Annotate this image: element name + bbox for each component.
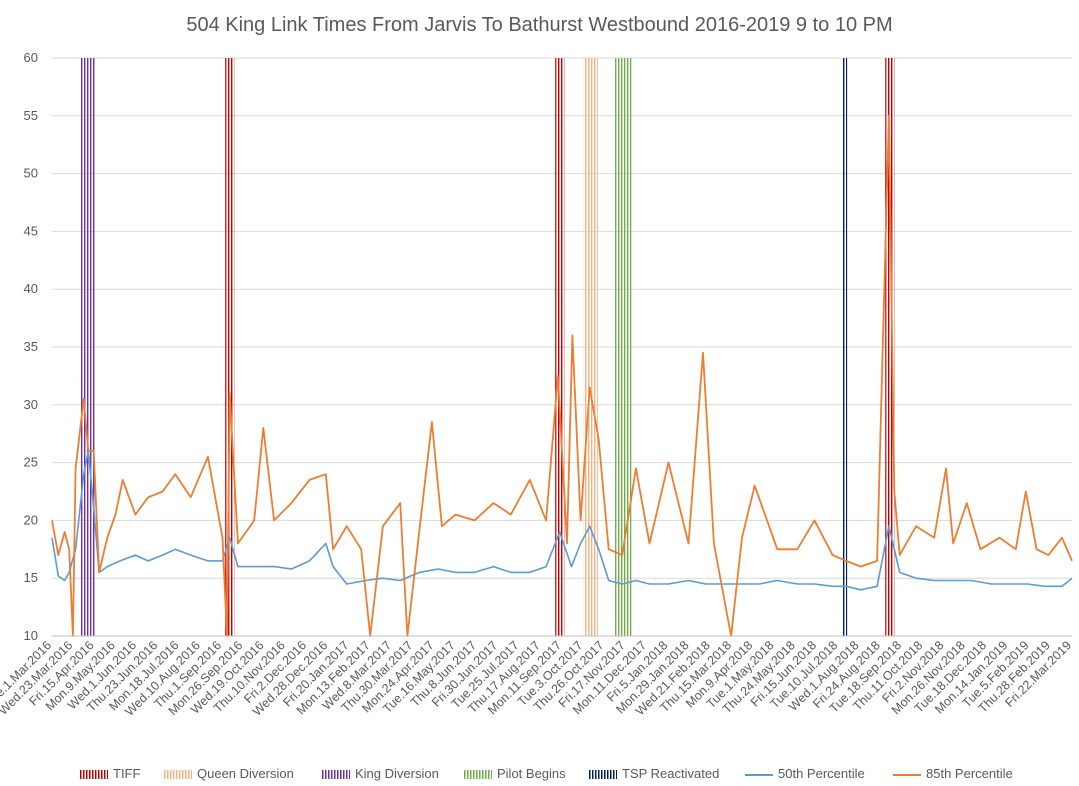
legend-item-85th-percentile[interactable]: 85th Percentile	[893, 766, 1013, 781]
50th-percentile-swatch	[745, 773, 773, 776]
king-diversion-swatch	[322, 770, 350, 780]
y-tick-label: 15	[24, 570, 38, 585]
legend-item-50th-percentile[interactable]: 50th Percentile	[745, 766, 865, 781]
y-tick-label: 55	[24, 108, 38, 123]
legend-label-85th-percentile: 85th Percentile	[926, 766, 1013, 781]
legend-item-queen-diversion[interactable]: Queen Diversion	[164, 766, 294, 781]
axis-layer: 1015202530354045505560Tue.1.Mar.2016Wed.…	[0, 50, 1074, 719]
pilot-begins-swatch	[464, 770, 492, 780]
legend-label-tsp-reactivated: TSP Reactivated	[622, 766, 720, 781]
y-tick-label: 20	[24, 512, 38, 527]
y-tick-label: 30	[24, 397, 38, 412]
queen-diversion-swatch	[164, 770, 192, 780]
legend-item-tsp-reactivated[interactable]: TSP Reactivated	[589, 766, 719, 781]
event-band-queen-diversion	[583, 58, 598, 636]
event-band-tiff	[885, 58, 895, 636]
line-chart: 1015202530354045505560Tue.1.Mar.2016Wed.…	[0, 50, 1074, 719]
event-band-tiff	[555, 58, 565, 636]
series-layer	[51, 114, 1073, 637]
y-tick-label: 50	[24, 166, 38, 181]
legend-item-tiff[interactable]: TIFF	[80, 766, 140, 781]
legend-label-50th-percentile: 50th Percentile	[778, 766, 865, 781]
event-band-pilot-begins	[615, 58, 632, 636]
legend-label-pilot-begins: Pilot Begins	[497, 766, 566, 781]
series-line-85th-percentile	[51, 114, 1073, 637]
y-tick-label: 10	[24, 628, 38, 643]
y-tick-label: 45	[24, 223, 38, 238]
y-tick-label: 35	[24, 339, 38, 354]
legend-label-queen-diversion: Queen Diversion	[197, 766, 294, 781]
legend-label-king-diversion: King Diversion	[355, 766, 439, 781]
chart-title: 504 King Link Times From Jarvis To Bathu…	[186, 14, 893, 36]
event-band-tiff	[225, 58, 235, 636]
event-band-tsp-reactivated	[841, 58, 848, 636]
series-line-50th-percentile	[51, 450, 1073, 591]
legend-item-pilot-begins[interactable]: Pilot Begins	[464, 766, 566, 781]
event-band-king-diversion	[80, 58, 96, 636]
y-tick-label: 40	[24, 281, 38, 296]
y-tick-label: 60	[24, 50, 38, 65]
tiff-swatch	[80, 770, 108, 780]
tsp-reactivated-swatch	[589, 770, 617, 780]
event-bands	[80, 58, 895, 636]
y-tick-label: 25	[24, 455, 38, 470]
85th-percentile-swatch	[893, 773, 921, 776]
legend-label-tiff: TIFF	[113, 766, 141, 781]
chart-legend: TIFF Queen Diversion King Diversion Pilo…	[0, 766, 1079, 784]
legend-item-king-diversion[interactable]: King Diversion	[322, 766, 439, 781]
